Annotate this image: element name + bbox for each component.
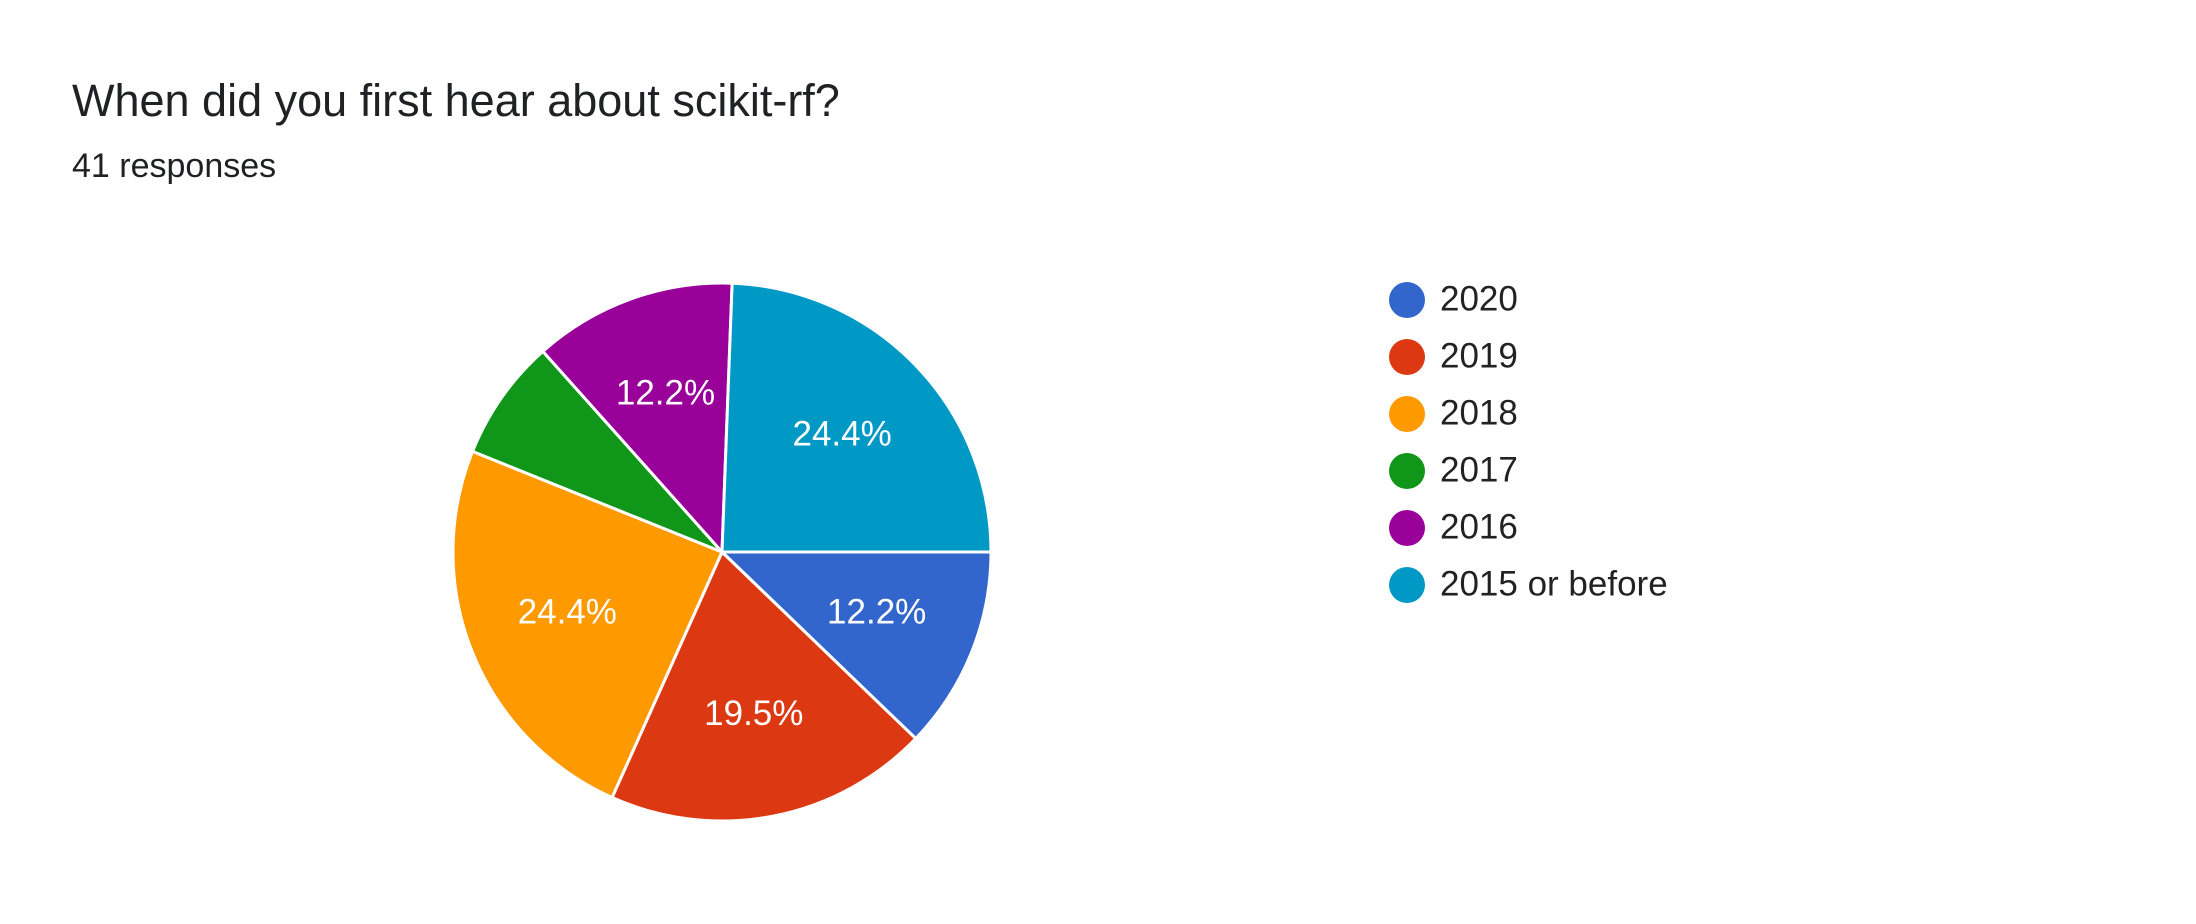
pie-slice bbox=[540, 281, 734, 556]
pie-slice bbox=[610, 549, 918, 823]
legend-swatch bbox=[1389, 396, 1425, 432]
pie-slice bbox=[451, 449, 725, 800]
legend-swatch bbox=[1389, 567, 1425, 603]
pie-slice bbox=[470, 349, 724, 554]
legend-swatch bbox=[1389, 453, 1425, 489]
legend-label: 2017 bbox=[1440, 450, 1518, 489]
legend-swatch bbox=[1389, 510, 1425, 546]
legend-label: 2015 or before bbox=[1440, 564, 1668, 603]
legend-label: 2016 bbox=[1440, 507, 1518, 546]
legend-label: 2018 bbox=[1440, 393, 1518, 432]
slice-label: 12.2% bbox=[827, 593, 926, 632]
pie-slice bbox=[720, 281, 993, 554]
slice-label: 19.5% bbox=[704, 694, 803, 733]
slice-label: 24.4% bbox=[793, 415, 892, 454]
slice-label: 24.4% bbox=[518, 593, 617, 632]
chart-title: When did you first hear about scikit-rf? bbox=[72, 75, 840, 126]
legend-swatch bbox=[1389, 282, 1425, 318]
legend-swatch bbox=[1389, 339, 1425, 375]
legend-label: 2019 bbox=[1440, 336, 1518, 375]
legend-label: 2020 bbox=[1440, 279, 1518, 318]
chart-subtitle: 41 responses bbox=[72, 147, 276, 185]
slice-label: 12.2% bbox=[616, 373, 715, 412]
pie-slice bbox=[718, 550, 993, 741]
